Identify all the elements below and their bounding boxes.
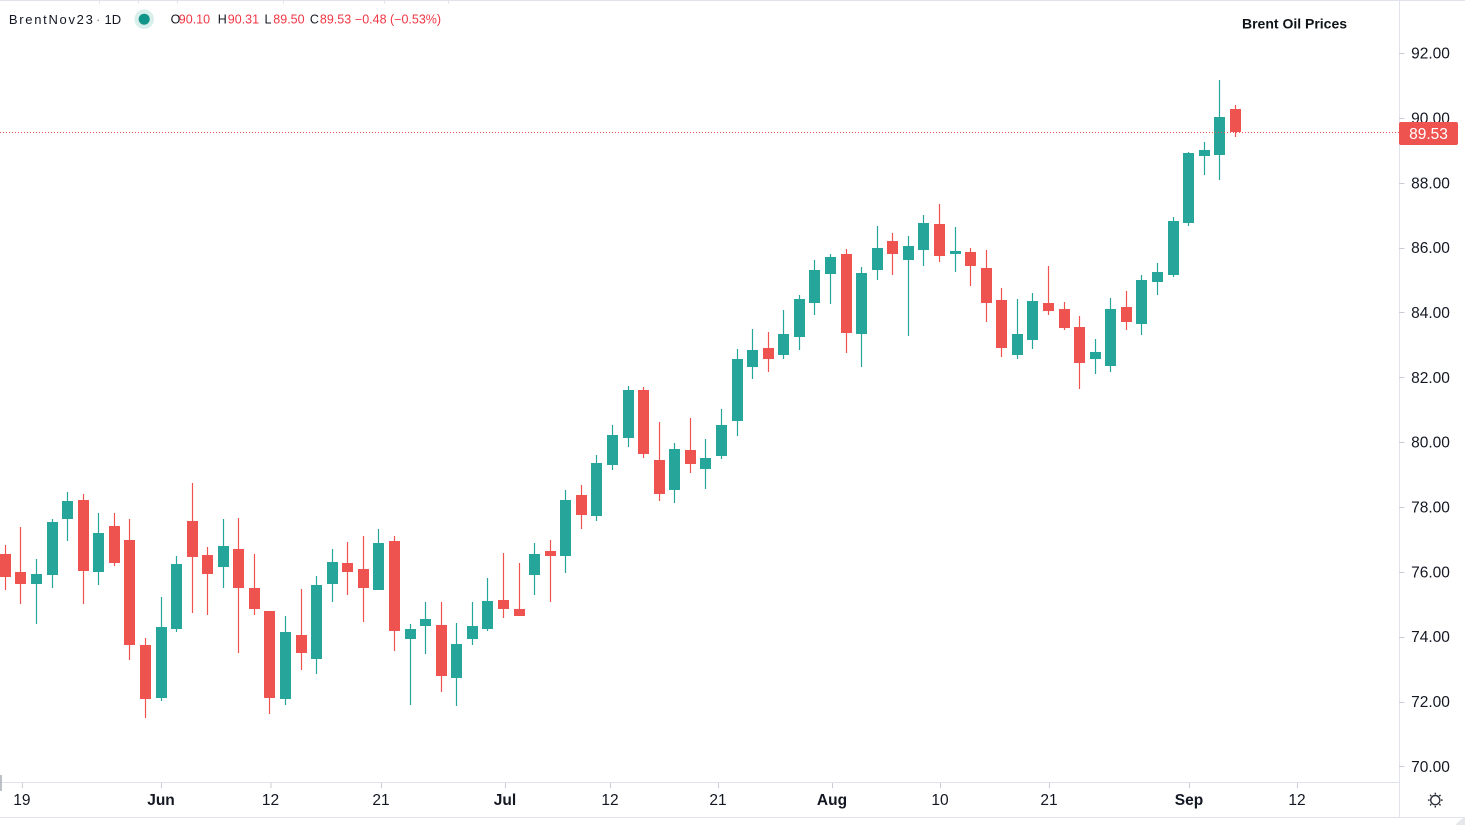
svg-text:BrentNov23: BrentNov23 [9,12,95,27]
svg-text:88.00: 88.00 [1411,175,1450,192]
svg-text:78.00: 78.00 [1411,500,1450,517]
svg-text:76.00: 76.00 [1411,564,1450,581]
svg-text:21: 21 [372,792,389,809]
svg-text:82.00: 82.00 [1411,370,1450,387]
svg-text:19: 19 [13,792,30,809]
svg-text:1D: 1D [105,12,122,27]
svg-text:84.00: 84.00 [1411,305,1450,322]
svg-text:70.00: 70.00 [1411,759,1450,776]
svg-text:Brent Oil Prices: Brent Oil Prices [1242,16,1347,32]
svg-text:21: 21 [1040,792,1057,809]
svg-text:89.53: 89.53 [1409,126,1448,143]
svg-text:72.00: 72.00 [1411,694,1450,711]
svg-text:Jun: Jun [147,792,175,809]
svg-text:12: 12 [1288,792,1305,809]
svg-text:Aug: Aug [817,792,847,809]
svg-text:80.00: 80.00 [1411,435,1450,452]
svg-text:92.00: 92.00 [1411,46,1450,63]
svg-text:86.00: 86.00 [1411,240,1450,257]
svg-text:Sep: Sep [1175,792,1203,809]
svg-text:74.00: 74.00 [1411,629,1450,646]
svg-text:10: 10 [931,792,949,809]
svg-text:12: 12 [262,792,279,809]
svg-text:Jul: Jul [494,792,516,809]
svg-text:21: 21 [709,792,726,809]
svg-text:12: 12 [601,792,618,809]
svg-text:·: · [96,12,100,27]
